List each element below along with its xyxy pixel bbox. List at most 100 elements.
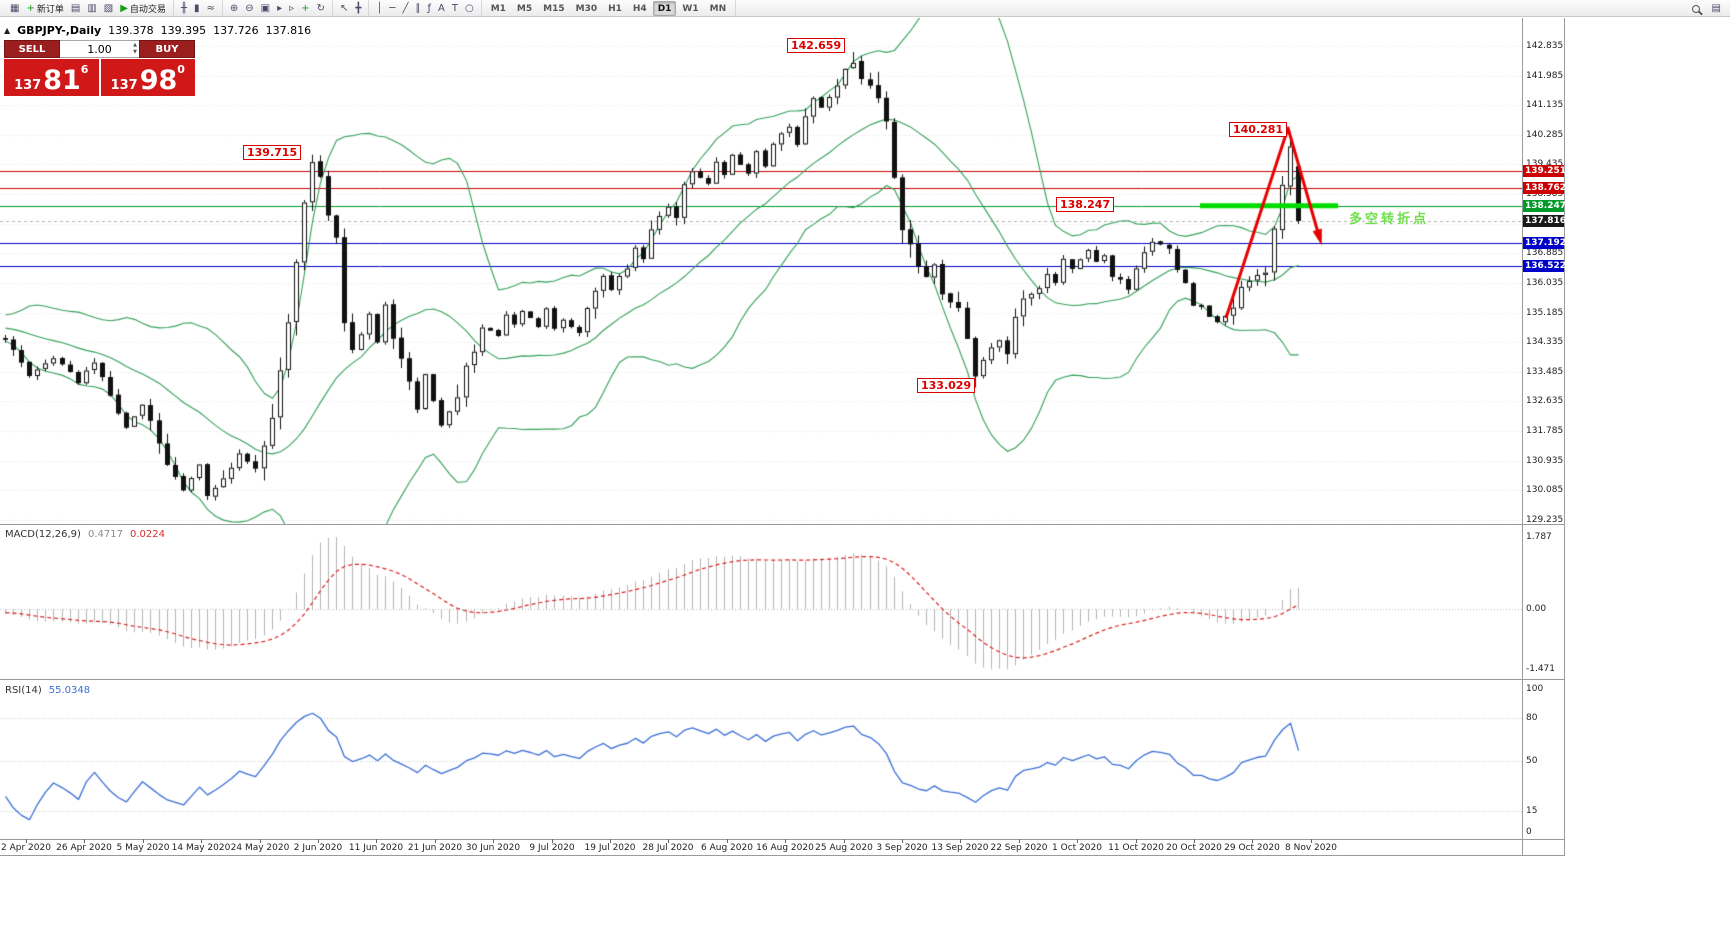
timeframe-button-M5[interactable]: M5 (516, 3, 533, 14)
price-annotation[interactable]: 139.715 (243, 145, 302, 160)
search-icon (1691, 4, 1700, 13)
timeframe-button-D1[interactable]: D1 (652, 0, 677, 16)
timeframe-button-MN[interactable]: MN (709, 3, 727, 14)
date-axis-label: 25 Aug 2020 (815, 843, 873, 853)
date-axis-label: 29 Oct 2020 (1224, 843, 1280, 853)
bar-chart-button[interactable]: ╫ (178, 1, 190, 16)
candlestick-chart-icon: ▮ (193, 2, 200, 14)
sell-button[interactable]: SELL (4, 40, 60, 58)
pane-separator[interactable] (0, 679, 1565, 680)
timeframe-button-H1[interactable]: H1 (608, 3, 622, 14)
timeframe-button-M1[interactable]: M1 (490, 3, 506, 14)
macd-axis-label: 1.787 (1526, 532, 1552, 543)
price-annotation[interactable]: 138.247 (1056, 197, 1115, 212)
date-axis-label: 26 Apr 2020 (56, 843, 112, 853)
chart-shift-button[interactable]: ▹ (286, 1, 297, 16)
price-level-tag: 139.251 (1523, 164, 1566, 177)
rsi-canvas[interactable] (0, 682, 1522, 838)
time-axis-tick (902, 839, 903, 843)
tile-windows-button[interactable]: ▣ (258, 1, 273, 16)
toolbar-group: ↖ ╋ (333, 0, 370, 16)
ask-price-display[interactable]: 137 98 0 (100, 59, 195, 96)
fibonacci-button[interactable]: ƒ (424, 1, 434, 16)
quote-line: ▲ GBPJPY-,Daily 139.378 139.395 137.726 … (4, 24, 311, 37)
quote-open: 139.378 (108, 24, 154, 37)
trendline-button[interactable]: ╱ (399, 1, 411, 16)
channel-button[interactable]: ∥ (412, 1, 423, 16)
candlestick-chart-button[interactable]: ▮ (191, 1, 203, 16)
time-axis-tick (376, 839, 377, 843)
price-axis-label: 139.435 (1526, 159, 1563, 169)
vertical-line-button[interactable]: │ (373, 1, 385, 16)
price-axis-label: 136.885 (1526, 248, 1564, 259)
timeframe-button-M15[interactable]: M15 (543, 3, 565, 14)
search-icon[interactable] (1689, 1, 1703, 16)
shapes-button[interactable]: ○ (462, 1, 477, 16)
time-axis-tick (727, 839, 728, 843)
date-axis-label: 5 May 2020 (116, 843, 170, 853)
chart-shift-icon: ▹ (289, 2, 295, 14)
rsi-axis-label: 0 (1526, 827, 1532, 837)
price-chart-canvas[interactable] (0, 18, 1522, 524)
price-annotation[interactable]: 140.281 (1229, 122, 1288, 137)
new-order-button[interactable]: + 新订单 (23, 1, 66, 16)
timeframe-button-H4[interactable]: H4 (632, 3, 647, 14)
horizontal-line-button[interactable]: ─ (386, 1, 398, 16)
cursor-button[interactable]: ↖ (337, 1, 351, 16)
volume-input[interactable]: 1.00 ▲ ▼ (60, 40, 139, 58)
line-chart-button[interactable]: ≈ (203, 1, 217, 16)
crosshair-button[interactable]: ╋ (352, 1, 364, 16)
bid-price-display[interactable]: 137 81 6 (4, 59, 99, 96)
price-axis-label: 136.035 (1526, 277, 1564, 288)
timeframe-button-W1[interactable]: W1 (682, 3, 699, 14)
quote-low: 137.726 (213, 24, 259, 37)
volume-down-icon[interactable]: ▼ (133, 49, 137, 55)
macd-canvas[interactable] (0, 526, 1522, 679)
rsi-axis-label: 80 (1526, 712, 1538, 723)
label-icon: T (451, 2, 458, 14)
macd-name: MACD(12,26,9) (5, 529, 81, 540)
macd-indicator-label: MACD(12,26,9) 0.4717 0.0224 (5, 529, 165, 540)
ask-price-point: 0 (177, 63, 185, 76)
time-axis-tick (552, 839, 553, 843)
volume-up-icon[interactable]: ▲ (133, 42, 137, 48)
zoom-out-button[interactable]: ⊖ (242, 1, 256, 16)
new-chart-button[interactable]: ▦ (7, 1, 22, 16)
text-icon: A (438, 2, 445, 14)
time-axis-tick (1019, 839, 1020, 843)
rsi-value: 55.0348 (48, 685, 91, 696)
buy-button[interactable]: BUY (139, 40, 195, 58)
date-axis-label: 3 Sep 2020 (876, 843, 928, 853)
price-axis-divider (1522, 18, 1523, 856)
zoom-in-button[interactable]: ⊕ (227, 1, 241, 16)
toolbar-right-icons: ▤ (1689, 0, 1724, 17)
one-click-toggle-icon[interactable]: ▲ (4, 25, 11, 35)
bid-price-pips: 81 (43, 65, 81, 97)
text-button[interactable]: A (435, 1, 448, 16)
date-axis-label: 1 Oct 2020 (1052, 843, 1102, 853)
data-window-button[interactable]: ▥ (84, 1, 99, 16)
period-button[interactable]: ↻ (314, 1, 328, 16)
time-axis-tick (960, 839, 961, 843)
time-axis-tick (610, 839, 611, 843)
time-axis-tick (143, 839, 144, 843)
layouts-icon[interactable]: ▤ (1709, 1, 1724, 16)
navigator-button[interactable]: ▧ (101, 1, 116, 16)
toolbar-group: ▦ + 新订单 ▤ ▥ ▧ ▶ 自动交易 (3, 0, 174, 16)
pane-separator[interactable] (0, 524, 1565, 525)
price-annotation[interactable]: 133.029 (917, 378, 976, 393)
auto-scroll-button[interactable]: ▸ (274, 1, 285, 16)
autotrading-button[interactable]: ▶ 自动交易 (117, 1, 169, 16)
price-annotation[interactable]: 142.659 (787, 38, 846, 53)
time-axis-tick (260, 839, 261, 843)
market-watch-button[interactable]: ▤ (68, 1, 83, 16)
chart-note-text[interactable]: 多空转折点 (1349, 212, 1430, 227)
new-order-button-label: 新订单 (36, 4, 64, 15)
indicators-button[interactable]: + (298, 1, 312, 16)
timeframe-button-M30[interactable]: M30 (575, 3, 598, 14)
date-axis-label: 9 Jul 2020 (529, 843, 575, 853)
channel-icon: ∥ (415, 2, 421, 14)
label-button[interactable]: T (449, 1, 461, 16)
market-watch-icon: ▤ (70, 2, 81, 14)
new-chart-icon: ▦ (10, 2, 20, 14)
